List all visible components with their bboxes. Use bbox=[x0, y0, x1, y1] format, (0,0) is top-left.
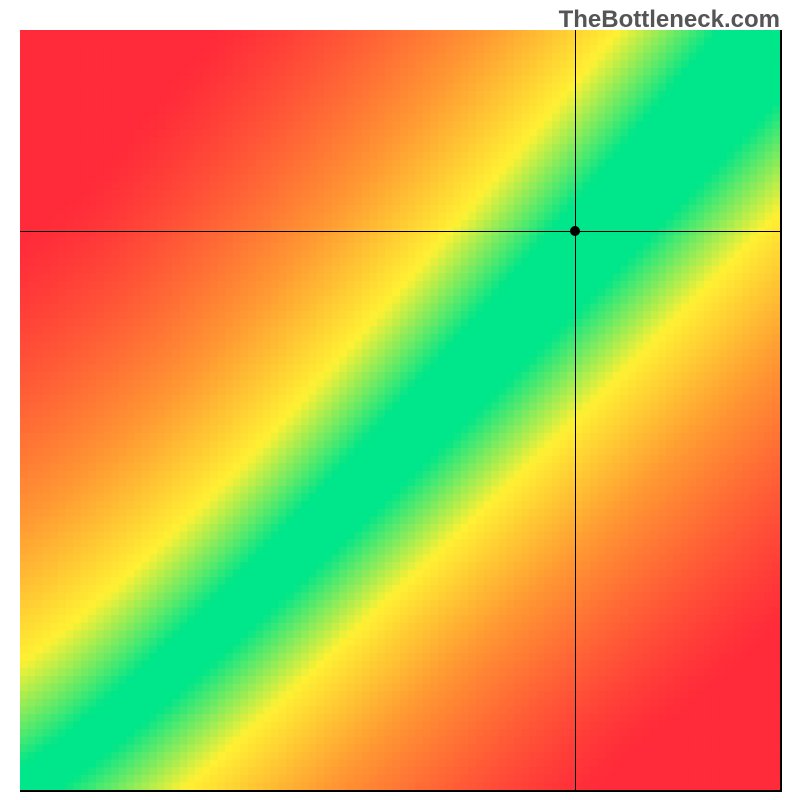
intersection-marker bbox=[570, 226, 580, 236]
crosshair-vertical bbox=[575, 30, 576, 790]
watermark-text: TheBottleneck.com bbox=[559, 6, 780, 34]
chart-border-right bbox=[780, 30, 782, 790]
heatmap-canvas bbox=[20, 30, 780, 790]
chart-border-bottom bbox=[20, 790, 782, 792]
crosshair-horizontal bbox=[20, 231, 780, 232]
chart-container: TheBottleneck.com bbox=[0, 0, 800, 800]
